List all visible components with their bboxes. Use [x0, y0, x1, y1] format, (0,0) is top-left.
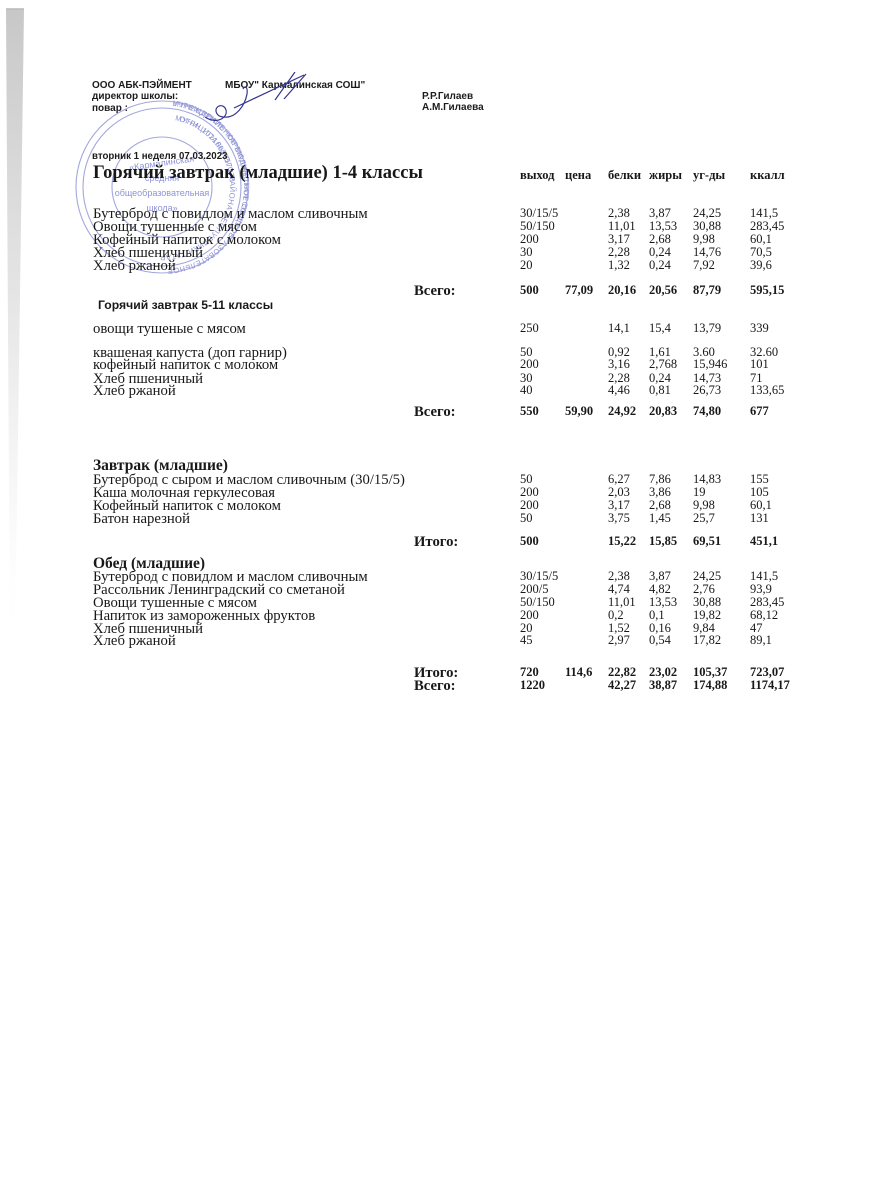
svg-text:общеобразовательная: общеобразовательная: [115, 188, 210, 198]
